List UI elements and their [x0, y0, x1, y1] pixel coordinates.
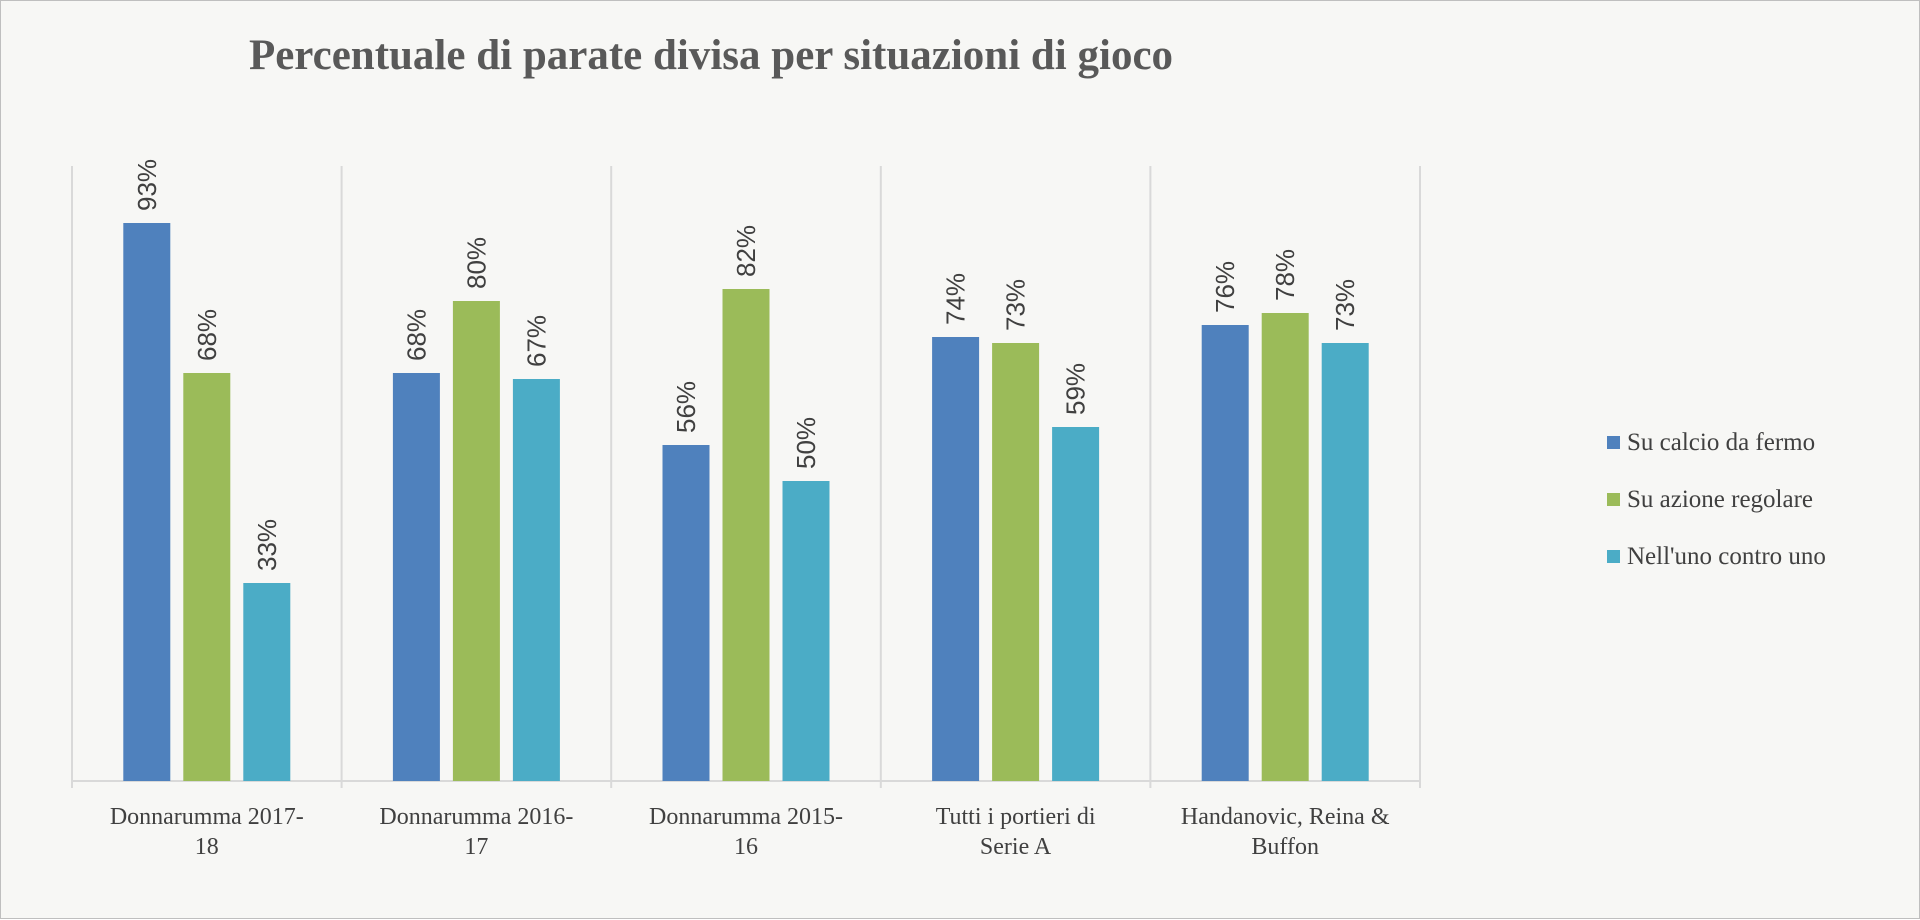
- x-tick-label: Buffon: [1251, 834, 1319, 860]
- x-tick-label: 16: [734, 834, 758, 860]
- data-label: 80%: [461, 237, 491, 289]
- legend-swatch: [1607, 550, 1620, 563]
- data-label: 68%: [192, 309, 222, 361]
- data-label: 73%: [1330, 279, 1360, 331]
- bar: [992, 343, 1040, 781]
- data-label: 68%: [401, 309, 431, 361]
- data-label: 50%: [791, 417, 821, 469]
- bar: [782, 481, 830, 781]
- data-label: 33%: [252, 519, 282, 571]
- bar: [722, 289, 770, 781]
- data-label: 73%: [1001, 279, 1031, 331]
- bar: [1261, 313, 1309, 781]
- legend-swatch: [1607, 493, 1620, 506]
- x-tick-label: Tutti i portieri di: [936, 804, 1096, 830]
- chart-title: Percentuale di parate divisa per situazi…: [248, 32, 1174, 79]
- data-label: 56%: [671, 381, 701, 433]
- bar: [512, 379, 560, 781]
- data-label: 78%: [1270, 249, 1300, 301]
- legend-label: Su azione regolare: [1627, 486, 1814, 513]
- bar: [662, 445, 710, 781]
- data-label: 93%: [132, 159, 162, 211]
- x-tick-label: Handanovic, Reina &: [1181, 804, 1390, 830]
- data-label: 74%: [941, 273, 971, 325]
- data-label: 76%: [1210, 261, 1240, 313]
- x-tick-label: 18: [195, 834, 219, 860]
- legend-swatch: [1607, 436, 1620, 449]
- legend-label: Su calcio da fermo: [1627, 429, 1816, 456]
- bar: [932, 337, 980, 781]
- x-tick-label: Donnarumma 2017-: [110, 804, 304, 830]
- bar: [1052, 427, 1100, 781]
- bar: [1321, 343, 1369, 781]
- x-tick-label: Donnarumma 2015-: [649, 804, 843, 830]
- bar: [183, 373, 231, 781]
- data-label: 59%: [1061, 363, 1091, 415]
- bar: [243, 583, 291, 781]
- bar: [452, 301, 500, 781]
- x-tick-label: Serie A: [980, 834, 1052, 860]
- data-label: 82%: [731, 225, 761, 277]
- bar: [123, 223, 171, 781]
- x-tick-label: 17: [464, 834, 488, 860]
- data-label: 67%: [521, 315, 551, 367]
- x-tick-label: Donnarumma 2016-: [379, 804, 573, 830]
- bar: [1201, 325, 1249, 781]
- bar: [392, 373, 440, 781]
- legend-label: Nell'uno contro uno: [1627, 543, 1826, 570]
